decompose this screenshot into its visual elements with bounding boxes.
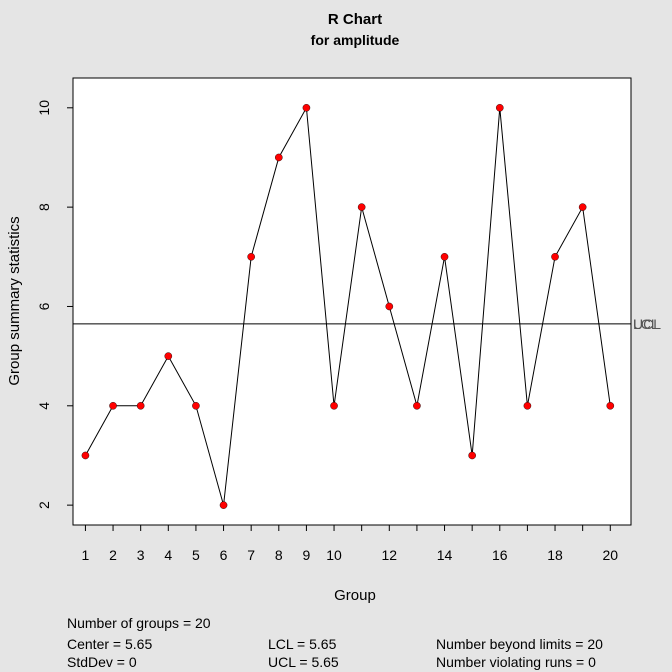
x-tick-label: 9: [303, 547, 311, 563]
chart-title: R Chart: [328, 11, 382, 28]
x-tick-label: 6: [220, 547, 228, 563]
x-tick-label: 16: [492, 547, 508, 563]
stat-lcl: LCL = 5.65: [268, 636, 337, 652]
series-line: [84, 106, 611, 506]
chart-subtitle: for amplitude: [311, 32, 400, 48]
data-point: [136, 401, 145, 410]
x-tick-label: 8: [275, 547, 283, 563]
x-tick-label: 1: [82, 547, 90, 563]
series-amplitude: [81, 104, 615, 509]
data-point: [578, 203, 587, 211]
data-point: [274, 153, 283, 162]
data-point: [385, 302, 394, 311]
x-tick-label: 3: [137, 547, 145, 563]
x-tick-label: 2: [109, 547, 117, 563]
stat-stddev: StdDev = 0: [67, 654, 137, 670]
ucl-line-label: UCL: [633, 316, 661, 332]
y-axis-label: Group summary statistics: [6, 216, 23, 385]
data-point: [357, 203, 366, 211]
x-tick-label: 14: [437, 547, 453, 563]
x-tick-label: 4: [164, 547, 172, 563]
data-point: [468, 451, 476, 460]
stat-beyond-limits: Number beyond limits = 20: [436, 636, 603, 652]
data-point: [606, 401, 615, 410]
y-tick-label: 2: [36, 501, 52, 509]
y-tick-label: 4: [36, 402, 52, 410]
stat-number-of-groups: Number of groups = 20: [67, 615, 211, 631]
data-point: [192, 401, 200, 410]
data-point: [440, 252, 449, 261]
lcl-line-label: LCL: [633, 316, 659, 332]
x-tick-label: 7: [247, 547, 255, 563]
data-point: [523, 401, 532, 410]
y-tick-label: 10: [36, 100, 52, 116]
stat-ucl: UCL = 5.65: [268, 654, 339, 670]
data-point: [302, 104, 311, 112]
y-axis: 2 4 6 8 10: [36, 100, 73, 509]
data-point: [551, 252, 559, 261]
y-tick-label: 6: [36, 302, 52, 310]
data-point: [81, 451, 90, 460]
y-tick-label: 8: [36, 203, 52, 211]
stat-center: Center = 5.65: [67, 636, 153, 652]
stat-violating-runs: Number violating runs = 0: [436, 654, 596, 670]
x-tick-label: 12: [382, 547, 398, 563]
x-tick-label: 20: [602, 547, 618, 563]
data-point: [219, 501, 228, 509]
x-tick-label: 18: [547, 547, 563, 563]
data-point: [495, 104, 504, 112]
data-point: [247, 252, 255, 261]
plot-area: [72, 77, 632, 526]
data-point: [330, 401, 338, 410]
x-axis-label: Group: [334, 587, 376, 604]
x-tick-label: 5: [192, 547, 200, 563]
x-tick-label: 10: [326, 547, 342, 563]
data-point: [109, 401, 117, 410]
data-point: [164, 352, 173, 360]
data-point: [413, 401, 421, 410]
x-axis: 1 2 3 4 5 6 7 8 9 10 12 14 16 18 20: [82, 525, 618, 563]
